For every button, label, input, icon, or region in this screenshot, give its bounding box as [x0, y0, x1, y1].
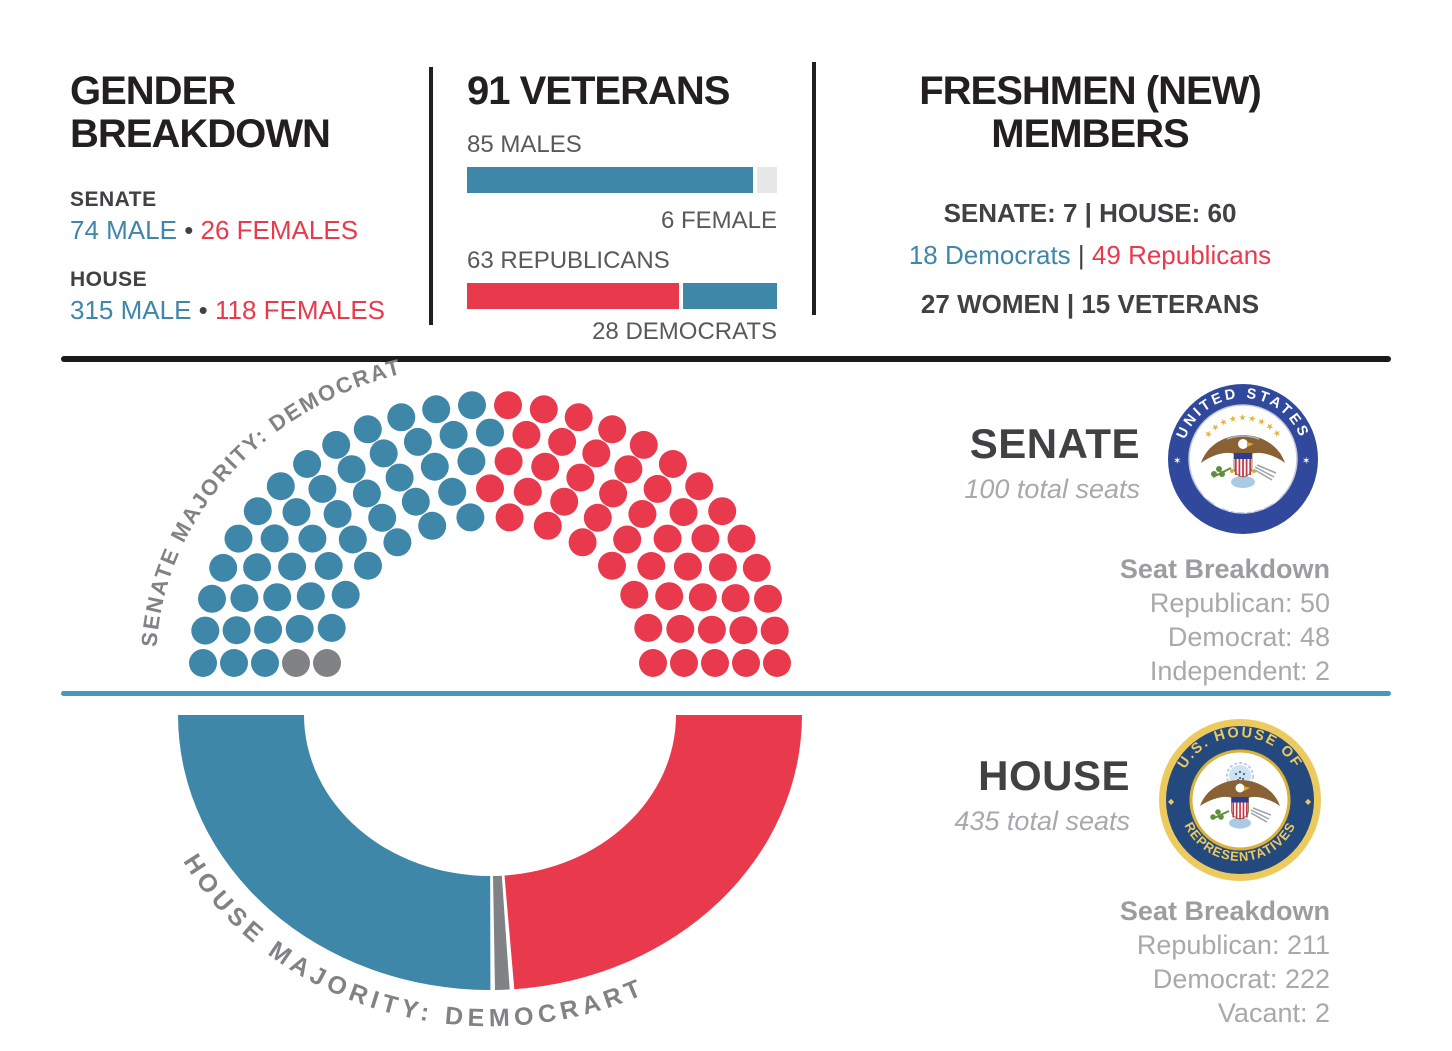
house-seal-eagle-icon	[1200, 762, 1280, 829]
seal-star-left-icon: ✶	[1173, 456, 1181, 467]
freshmen-chamber-counts: SENATE: 7 | HOUSE: 60	[943, 198, 1237, 229]
veterans-party-bar	[467, 283, 777, 310]
veterans-democrats-bar-segment	[682, 283, 777, 310]
gender-house-line: 315 MALE • 118 FEMALES	[70, 295, 415, 326]
senate-seat-breakdown: Seat Breakdown Republican: 50 Democrat: …	[980, 552, 1330, 688]
house-breakdown-republican: Republican: 211	[1136, 930, 1330, 960]
veterans-section: 91 VETERANS 85 MALES 6 FEMALE 63 REPUBLI…	[467, 69, 777, 346]
pipe-separator: |	[1077, 240, 1085, 271]
veterans-males-label: 85 MALES	[467, 131, 582, 159]
house-total-seats: 435 total seats	[954, 806, 1130, 836]
dot-separator: •	[198, 295, 208, 326]
veterans-democrats-label: 28 DEMOCRATS	[592, 318, 777, 346]
gender-house-label: HOUSE	[70, 268, 148, 292]
freshmen-democrats: 18 Democrats	[908, 240, 1071, 271]
senate-seal: UNITED STATES SENATE ✶ ✶ ★★★★★★★★★	[1168, 384, 1318, 534]
house-seal: U.S. HOUSE OF REPRESENTATIVES ◆ ◆	[1159, 719, 1321, 881]
senate-breakdown-republican: Republican: 50	[1149, 588, 1330, 618]
house-title: HOUSE	[978, 752, 1130, 799]
gender-senate-label: SENATE	[70, 188, 157, 212]
senate-majority-curved-label: SENATE MAJORITY: DEMOCRAT	[136, 354, 404, 648]
veterans-title: 91 VETERANS	[467, 69, 730, 113]
freshmen-republicans: 49 Republicans	[1091, 240, 1272, 271]
veterans-gender-bar	[467, 167, 777, 194]
seal-diamond-left-icon: ◆	[1168, 797, 1175, 806]
senate-title-block: SENATE 100 total seats	[740, 420, 1140, 505]
vertical-divider-1	[429, 67, 433, 325]
senate-title: SENATE	[969, 420, 1140, 467]
senate-seat-dots	[189, 391, 791, 677]
house-female-count: 118 FEMALES	[214, 295, 386, 326]
seal-diamond-right-icon: ◆	[1305, 797, 1312, 806]
freshmen-section: FRESHMEN (NEW) MEMBERS SENATE: 7 | HOUSE…	[830, 69, 1350, 320]
freshmen-party-counts: 18 Democrats | 49 Republicans	[830, 240, 1350, 271]
gender-breakdown-section: GENDER BREAKDOWN SENATE 74 MALE • 26 FEM…	[70, 69, 415, 326]
house-majority-curved-label: HOUSE MAJORITY: DEMOCRART	[178, 849, 650, 1032]
house-seat-breakdown: Seat Breakdown Republican: 211 Democrat:…	[980, 894, 1330, 1030]
freshmen-title: FRESHMEN (NEW) MEMBERS	[919, 69, 1262, 157]
house-male-count: 315 MALE	[70, 295, 192, 326]
blue-section-divider	[61, 691, 1391, 696]
vertical-divider-2	[812, 62, 816, 315]
senate-female-count: 26 FEMALES	[200, 215, 359, 246]
house-title-block: HOUSE 435 total seats	[730, 752, 1130, 837]
gender-senate-line: 74 MALE • 26 FEMALES	[70, 215, 415, 246]
veterans-males-bar-segment	[467, 167, 753, 194]
house-breakdown-title: Seat Breakdown	[1119, 896, 1330, 926]
veterans-female-label: 6 FEMALE	[660, 207, 777, 235]
black-section-divider	[61, 356, 1391, 362]
seal-star-right-icon: ✶	[1302, 456, 1310, 467]
veterans-females-bar-segment	[756, 167, 777, 194]
house-breakdown-democrat: Democrat: 222	[1152, 964, 1330, 994]
freshmen-women-veterans: 27 WOMEN | 15 VETERANS	[920, 289, 1260, 320]
house-breakdown-vacant: Vacant: 2	[1217, 998, 1330, 1028]
gender-breakdown-title: GENDER BREAKDOWN	[70, 69, 331, 157]
senate-breakdown-independent: Independent: 2	[1149, 656, 1330, 686]
senate-male-count: 74 MALE	[70, 215, 177, 246]
dot-separator: •	[184, 215, 194, 246]
senate-breakdown-title: Seat Breakdown	[1119, 554, 1330, 584]
veterans-republicans-bar-segment	[467, 283, 679, 310]
senate-breakdown-democrat: Democrat: 48	[1167, 622, 1330, 652]
senate-total-seats: 100 total seats	[964, 474, 1140, 504]
house-donut-wedges	[178, 715, 803, 991]
veterans-republicans-label: 63 REPUBLICANS	[467, 247, 670, 275]
